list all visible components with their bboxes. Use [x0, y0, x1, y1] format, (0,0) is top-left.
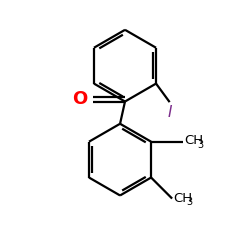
Text: 3: 3 — [186, 197, 192, 207]
Text: I: I — [168, 105, 172, 120]
Text: 3: 3 — [197, 140, 203, 150]
Text: CH: CH — [184, 134, 204, 147]
Text: CH: CH — [173, 192, 193, 205]
Text: O: O — [72, 90, 88, 108]
